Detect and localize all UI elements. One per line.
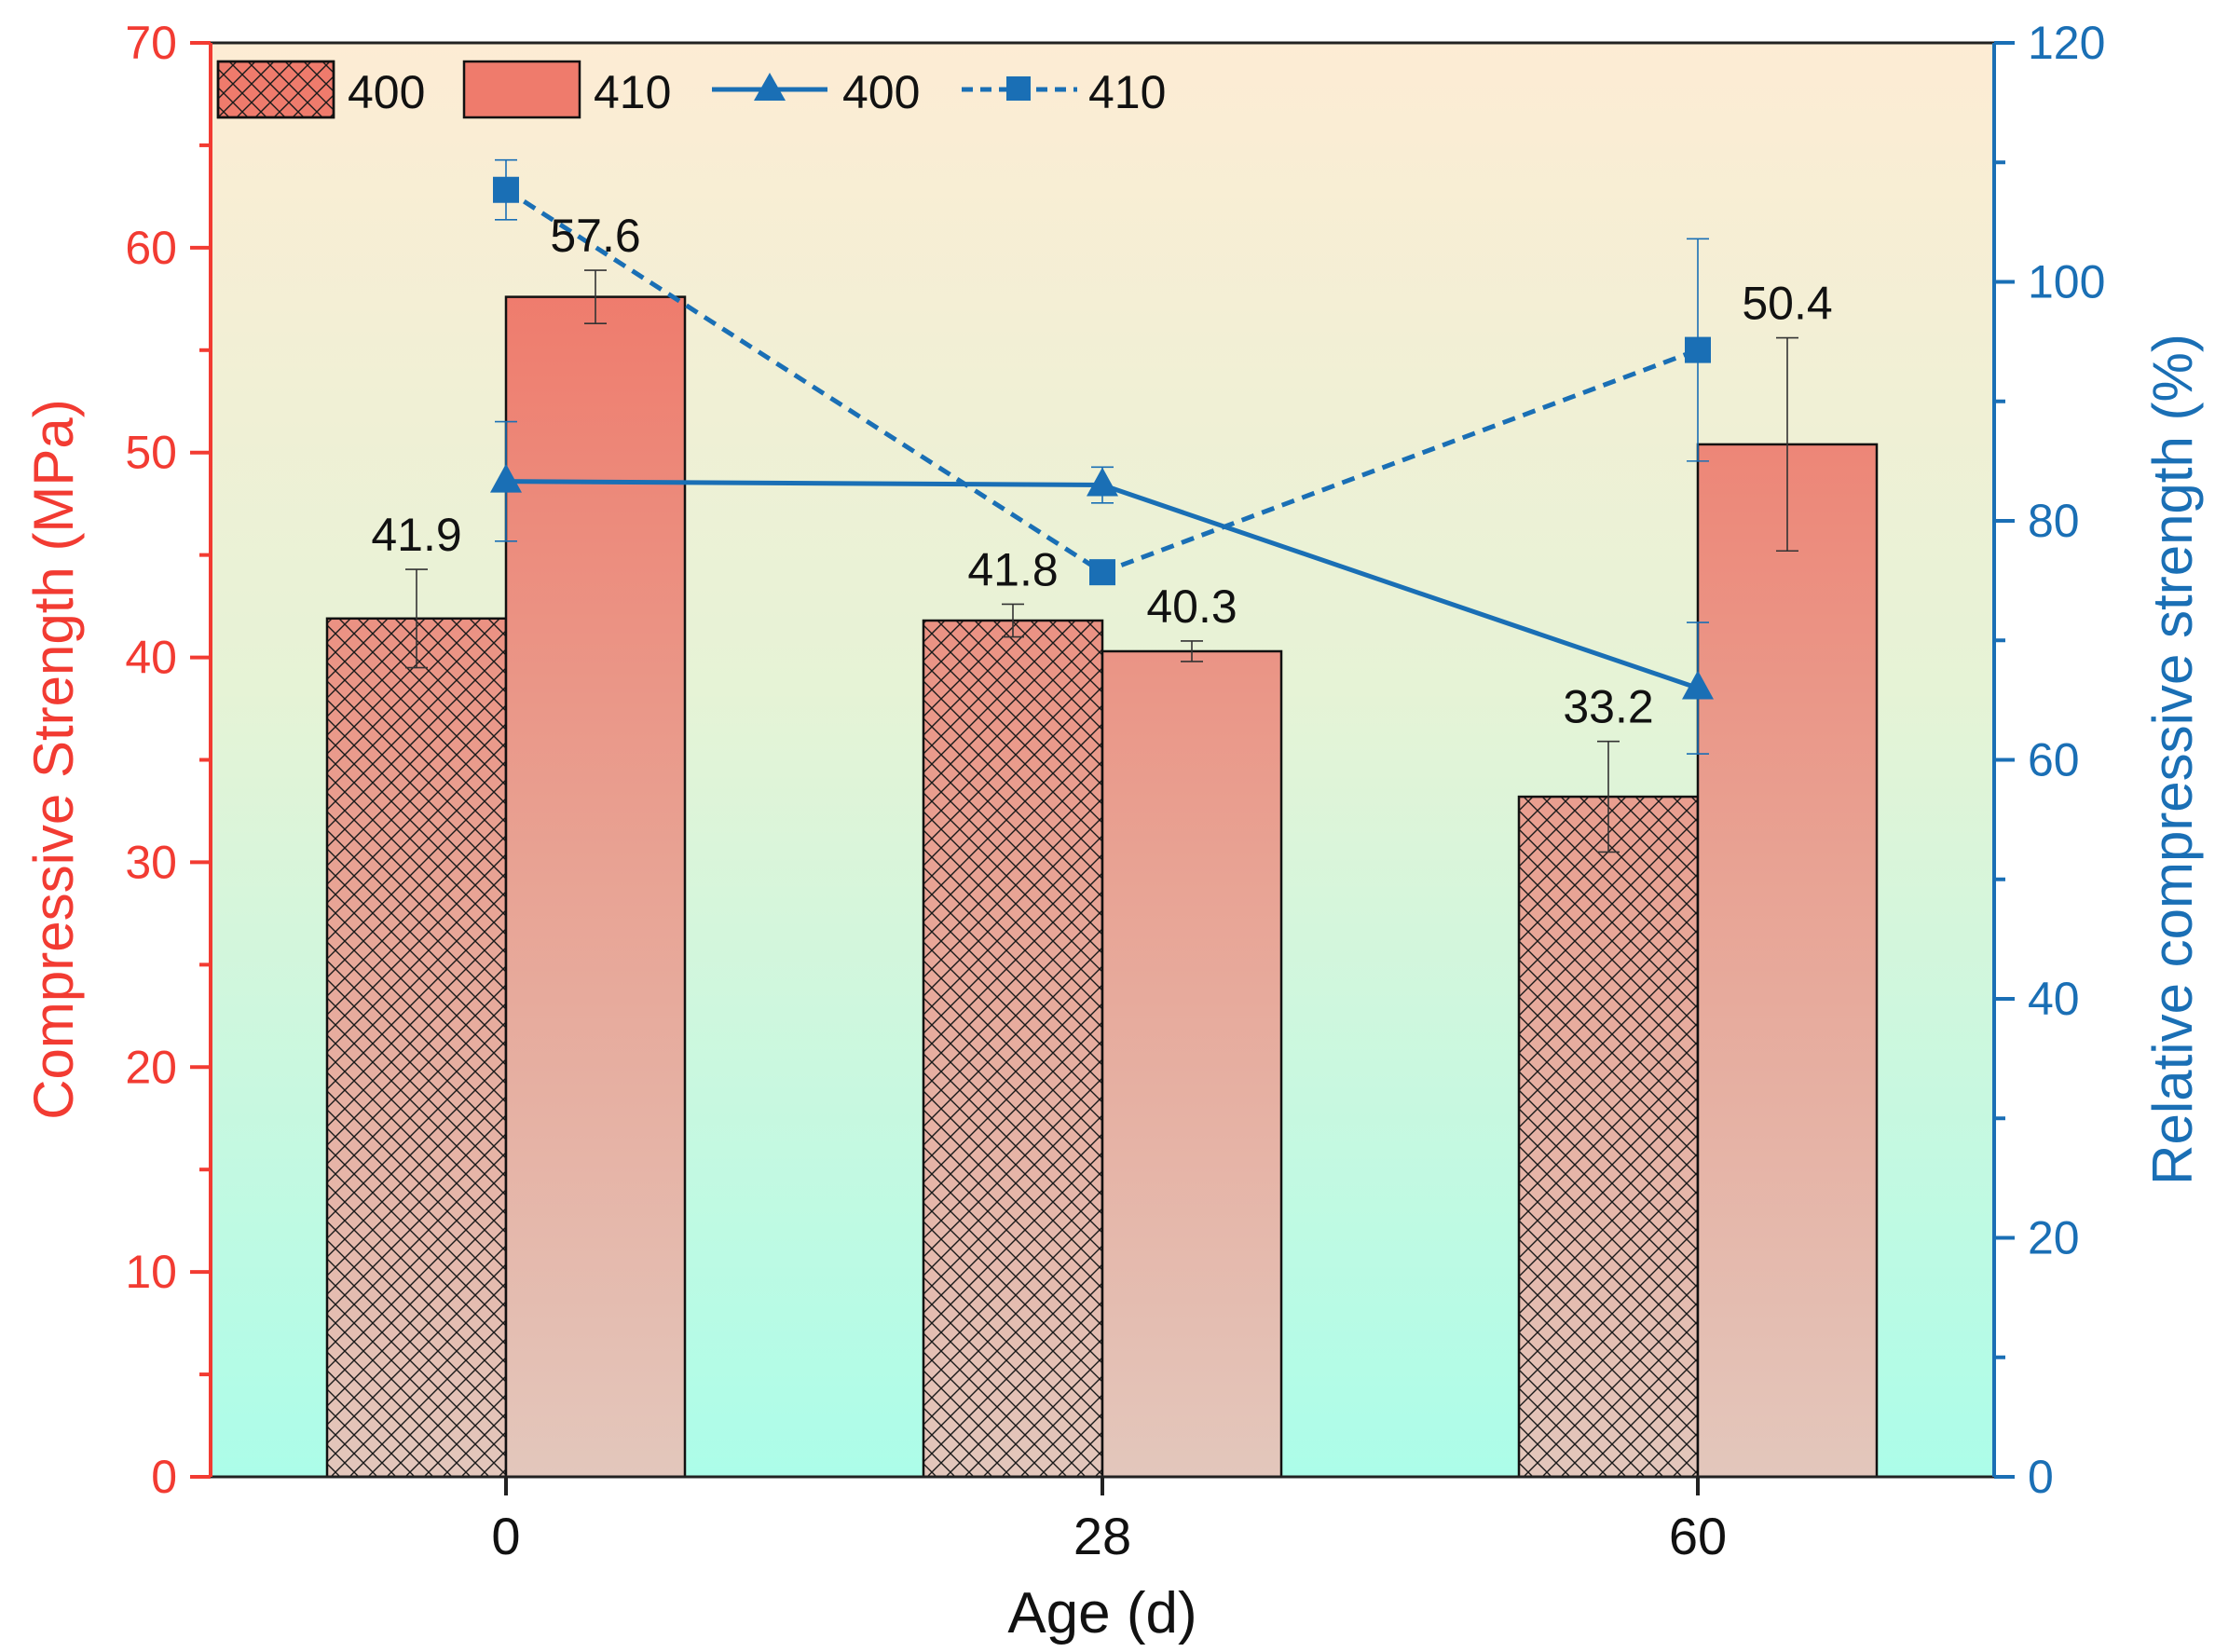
labels-layer: 41.9 41.8 33.2 57.6 40.3 50.4 [371,210,1832,733]
legend-label-bar-400: 400 [348,66,425,118]
bar-hatch-400-60 [1519,797,1698,1477]
legend-marker-triangle [754,73,786,101]
legend-swatch-bar-400-hatch [216,60,335,119]
y-axis-left-title: Compressive Strength (MPa) [22,399,85,1120]
legend-swatch-bar-410 [462,60,581,119]
y-left-tick-label-30: 30 [125,836,177,888]
legend-label-line-410: 410 [1088,66,1166,118]
y-left-tick-label-10: 10 [125,1246,177,1298]
y-left-tick-label-60: 60 [125,222,177,274]
y-axis-left-ticks: 0 10 20 30 40 50 60 70 [125,17,211,1503]
legend-label-line-400: 400 [842,66,920,118]
bar-410-28 [1102,650,1281,1477]
y-right-tick-label-0: 0 [2028,1451,2054,1503]
lines-layer [490,158,1714,755]
y-left-tick-label-70: 70 [125,17,177,69]
x-axis-ticks: 0 28 60 [491,1477,1727,1565]
data-label-400-60: 33.2 [1563,681,1653,733]
y-right-tick-label-60: 60 [2028,734,2080,786]
y-right-tick-label-100: 100 [2028,256,2105,308]
legend-marker-square [1006,76,1031,101]
legend-label-bar-410: 410 [594,66,671,118]
y-right-tick-label-80: 80 [2028,495,2080,547]
data-label-410-60: 50.4 [1742,278,1832,330]
data-label-410-28: 40.3 [1146,580,1237,633]
x-tick-label-0: 0 [491,1507,520,1565]
marker-triangle-400-60 [1682,670,1714,700]
bar-hatch-400-28 [923,620,1102,1477]
marker-square-410-60 [1685,336,1711,363]
y-axis-right-ticks: 0 20 40 60 80 100 120 [1994,17,2105,1503]
bar-410-0 [506,296,685,1478]
marker-square-410-28 [1089,559,1115,586]
legend: 400 410 400 410 [216,60,1166,119]
y-right-tick-label-20: 20 [2028,1212,2080,1264]
data-label-410-0: 57.6 [550,210,640,262]
marker-triangle-400-0 [490,463,522,493]
y-left-tick-label-20: 20 [125,1041,177,1093]
y-axis-right-title: Relative compressive strength (%) [2141,334,2204,1185]
x-tick-label-60: 60 [1669,1507,1727,1565]
x-tick-label-28: 28 [1073,1507,1131,1565]
y-left-tick-label-40: 40 [125,632,177,684]
y-left-tick-label-0: 0 [151,1451,177,1503]
bar-410-60 [1698,444,1877,1477]
y-left-tick-label-50: 50 [125,427,177,479]
marker-square-410-0 [493,176,519,203]
data-label-400-28: 41.8 [967,543,1058,595]
bar-hatch-400-0 [327,618,506,1477]
bars-layer [325,269,1879,1479]
y-right-tick-label-120: 120 [2028,17,2105,69]
x-axis-title: Age (d) [1007,1581,1196,1645]
y-right-tick-label-40: 40 [2028,973,2080,1025]
data-label-400-0: 41.9 [371,509,461,561]
marker-triangle-400-28 [1087,467,1118,497]
